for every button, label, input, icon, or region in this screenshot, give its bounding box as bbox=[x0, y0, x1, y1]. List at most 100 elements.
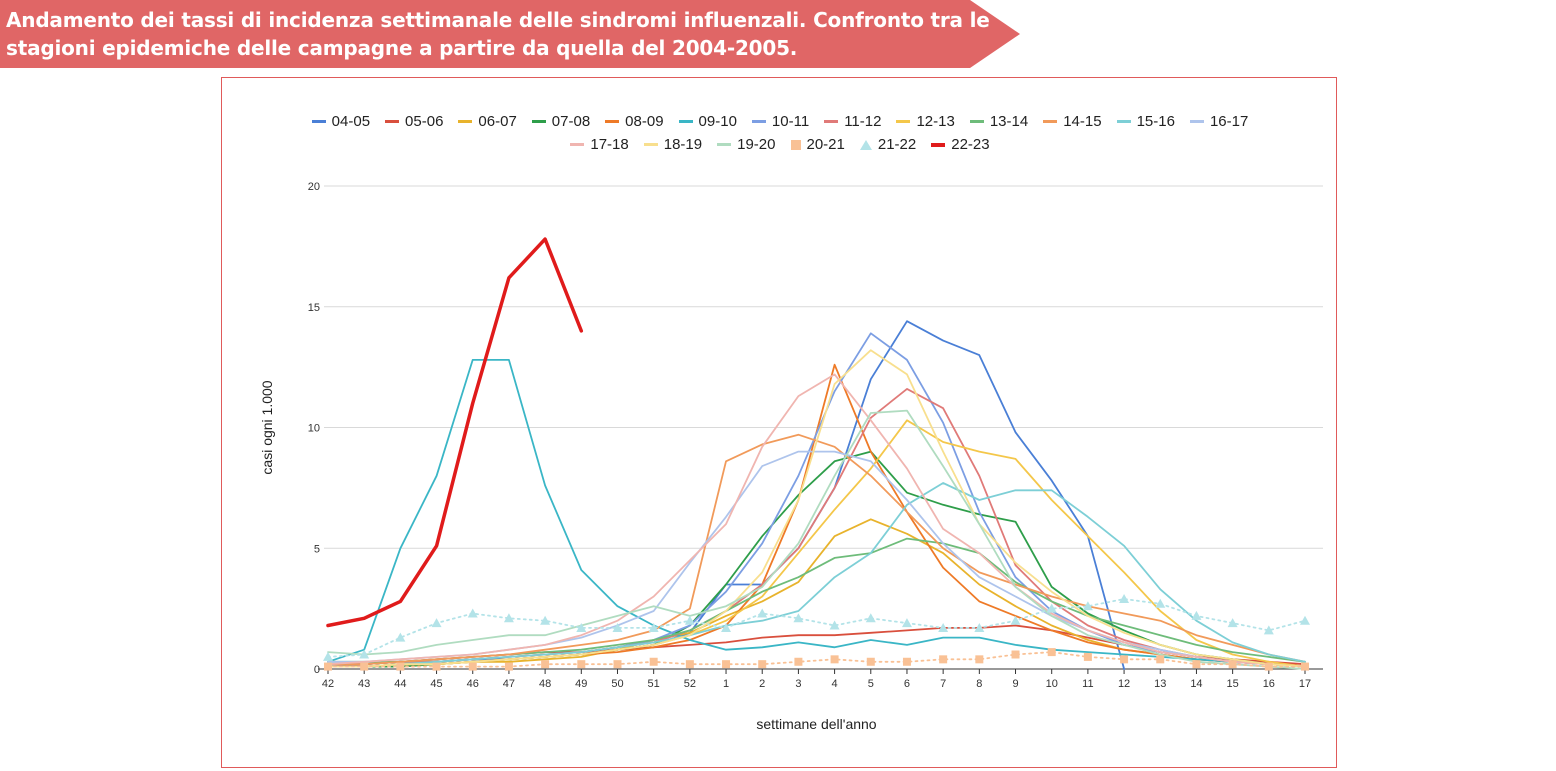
data-point bbox=[396, 662, 405, 671]
data-point bbox=[1047, 648, 1056, 657]
legend-item: 05-06 bbox=[385, 113, 443, 130]
legend-label: 13-14 bbox=[989, 113, 1029, 130]
series-line-08-09 bbox=[327, 363, 1306, 668]
legend-swatch bbox=[1116, 120, 1131, 123]
legend-label: 09-10 bbox=[698, 113, 737, 130]
x-tick-label: 7 bbox=[940, 678, 946, 690]
data-point bbox=[323, 651, 333, 661]
series-19-20 bbox=[327, 409, 1306, 670]
data-point bbox=[1083, 652, 1092, 661]
data-point bbox=[939, 655, 948, 664]
data-point bbox=[395, 632, 406, 642]
data-point bbox=[324, 662, 332, 671]
data-point bbox=[612, 622, 623, 632]
legend-swatch bbox=[859, 139, 872, 150]
data-point bbox=[1192, 660, 1201, 669]
legend-swatch bbox=[969, 120, 984, 123]
legend-swatch bbox=[531, 120, 546, 123]
legend-label: 08-09 bbox=[625, 113, 664, 130]
data-point bbox=[467, 608, 478, 618]
legend-item: 12-13 bbox=[896, 113, 955, 130]
series-21-22 bbox=[323, 593, 1310, 661]
series-20-21 bbox=[324, 648, 1309, 671]
legend-label: 19-20 bbox=[737, 136, 776, 153]
data-point bbox=[684, 615, 695, 625]
x-tick-label: 16 bbox=[1263, 678, 1275, 690]
legend-label: 22-23 bbox=[951, 136, 990, 153]
legend-swatch bbox=[824, 120, 839, 123]
data-point bbox=[1119, 593, 1130, 603]
x-tick-label: 15 bbox=[1227, 678, 1239, 690]
data-point bbox=[613, 660, 622, 669]
x-tick-label: 17 bbox=[1299, 678, 1311, 690]
data-point bbox=[794, 657, 803, 666]
legend-swatch bbox=[896, 120, 911, 123]
data-point bbox=[504, 662, 513, 671]
legend-item: 09-10 bbox=[678, 113, 737, 130]
series-14-15 bbox=[327, 433, 1306, 666]
x-tick-label: 49 bbox=[575, 678, 587, 690]
legend-swatch bbox=[931, 142, 946, 147]
data-point bbox=[540, 615, 551, 625]
x-tick-label: 6 bbox=[904, 678, 910, 690]
legend-item: 21-22 bbox=[859, 136, 916, 153]
legend-swatch bbox=[385, 120, 400, 123]
legend-item: 13-14 bbox=[969, 113, 1029, 130]
title-banner: Andamento dei tassi di incidenza settima… bbox=[0, 0, 1022, 68]
x-tick-label: 10 bbox=[1046, 678, 1058, 690]
y-axis-title: casi ogni 1.000 bbox=[259, 380, 275, 474]
legend-item: 10-11 bbox=[751, 113, 809, 130]
x-tick-label: 43 bbox=[358, 678, 370, 690]
data-point bbox=[1228, 660, 1237, 669]
legend-label: 17-18 bbox=[590, 136, 629, 153]
legend-label: 14-15 bbox=[1063, 113, 1102, 130]
legend-item: 06-07 bbox=[458, 113, 517, 130]
legend-label: 11-12 bbox=[844, 113, 882, 130]
legend-label: 04-05 bbox=[331, 113, 371, 130]
legend-swatch bbox=[570, 143, 585, 146]
data-point bbox=[793, 613, 804, 623]
x-tick-label: 52 bbox=[684, 678, 696, 690]
data-point bbox=[722, 660, 731, 669]
data-point bbox=[649, 657, 658, 666]
x-tick-label: 47 bbox=[503, 678, 515, 690]
legend-item: 19-20 bbox=[717, 136, 776, 153]
legend-item: 14-15 bbox=[1043, 113, 1102, 130]
legend-label: 05-06 bbox=[405, 113, 444, 130]
legend-label: 18-19 bbox=[663, 136, 703, 153]
x-tick-label: 14 bbox=[1190, 678, 1202, 690]
data-point bbox=[431, 618, 442, 628]
chart-frame: 04-05 05-06 06-07 07-08 08-09 09-10 10-11 11-12… bbox=[221, 77, 1337, 768]
legend-item: 22-23 bbox=[931, 136, 990, 153]
legend-item: 17-18 bbox=[570, 136, 629, 153]
x-tick-label: 48 bbox=[539, 678, 551, 690]
series-line-12-13 bbox=[327, 419, 1306, 668]
data-point bbox=[1010, 615, 1021, 625]
data-point bbox=[721, 622, 732, 632]
series-08-09 bbox=[327, 363, 1306, 668]
legend-item: 07-08 bbox=[531, 113, 591, 130]
x-tick-label: 42 bbox=[322, 678, 334, 690]
series-line-21-22 bbox=[327, 598, 1306, 658]
chart-title: Andamento dei tassi di incidenza settima… bbox=[6, 8, 990, 60]
data-point bbox=[757, 608, 768, 618]
x-tick-label: 46 bbox=[467, 678, 479, 690]
x-tick-label: 11 bbox=[1082, 678, 1093, 690]
x-tick-label: 44 bbox=[394, 678, 406, 690]
data-point bbox=[1301, 662, 1309, 671]
x-tick-label: 12 bbox=[1118, 678, 1130, 690]
y-tick-label: 20 bbox=[308, 181, 320, 193]
series-22-23 bbox=[326, 237, 584, 628]
data-point bbox=[830, 655, 839, 664]
legend-swatch bbox=[751, 120, 766, 123]
x-tick-label: 9 bbox=[1012, 678, 1018, 690]
legend-swatch bbox=[678, 120, 693, 123]
x-tick-label: 50 bbox=[611, 678, 623, 690]
series-line-09-10 bbox=[327, 358, 1306, 668]
x-tick-label: 3 bbox=[795, 678, 801, 690]
data-point bbox=[1300, 615, 1310, 625]
data-point bbox=[1046, 603, 1057, 613]
legend-label: 07-08 bbox=[551, 113, 591, 130]
data-point bbox=[866, 657, 875, 666]
